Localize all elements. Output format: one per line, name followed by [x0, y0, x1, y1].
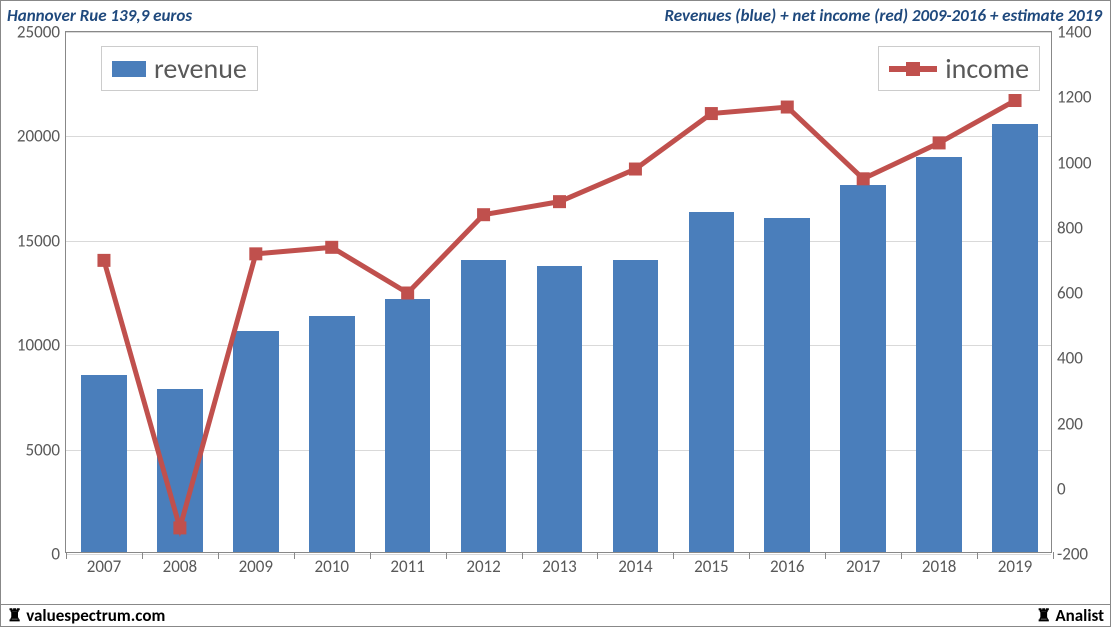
x-axis-tick: 2007: [87, 552, 121, 577]
y-axis-right-tick: 1200: [1051, 87, 1091, 108]
x-axis-tick: 2008: [163, 552, 197, 577]
footer-left: ♜ valuespectrum.com: [7, 605, 165, 626]
y-axis-left-tick: 25000: [17, 22, 66, 43]
footer-bar: ♜ valuespectrum.com ♜ Analist: [1, 604, 1110, 626]
y-axis-right-tick: 600: [1051, 283, 1083, 304]
x-axis-tick: 2018: [922, 552, 956, 577]
title-bar: Hannover Rue 139,9 euros Revenues (blue)…: [1, 1, 1110, 29]
x-axis-tick: 2014: [618, 552, 652, 577]
footer-right: ♜ Analist: [1036, 605, 1104, 626]
income-line-layer: [66, 32, 1053, 554]
rook-icon: ♜: [7, 607, 22, 624]
y-axis-right-tick: 800: [1051, 217, 1083, 238]
income-marker: [781, 101, 794, 114]
income-marker: [97, 254, 110, 267]
income-marker: [477, 208, 490, 221]
x-axis-tick: 2009: [239, 552, 273, 577]
legend-income: income: [878, 46, 1040, 91]
rook-icon: ♜: [1036, 607, 1051, 624]
y-axis-left-tick: 15000: [17, 230, 66, 251]
x-axis-tick: 2013: [542, 552, 576, 577]
income-line: [104, 101, 1015, 528]
x-axis-tick: 2010: [314, 552, 348, 577]
income-marker: [401, 287, 414, 300]
income-marker: [553, 195, 566, 208]
income-marker: [325, 241, 338, 254]
y-axis-left-tick: 20000: [17, 126, 66, 147]
income-marker: [629, 163, 642, 176]
y-axis-right-tick: 200: [1051, 413, 1083, 434]
x-axis-tick: 2016: [770, 552, 804, 577]
y-axis-left-tick: 10000: [17, 335, 66, 356]
income-marker: [1009, 94, 1022, 107]
legend-revenue-swatch: [112, 61, 146, 77]
y-axis-right-tick: 1000: [1051, 152, 1091, 173]
income-marker: [857, 172, 870, 185]
y-axis-right-tick: 400: [1051, 348, 1083, 369]
legend-revenue: revenue: [101, 46, 258, 91]
legend-income-label: income: [945, 51, 1029, 86]
footer-left-text: valuespectrum.com: [26, 605, 165, 626]
x-axis-tick: 2012: [466, 552, 500, 577]
x-axis-tick: 2019: [998, 552, 1032, 577]
legend-income-swatch: [889, 66, 937, 72]
y-axis-right-tick: -200: [1051, 544, 1088, 565]
x-axis-tick: 2011: [390, 552, 424, 577]
y-axis-left-tick: 0: [51, 544, 66, 565]
plot-area: 0500010000150002000025000-20002004006008…: [65, 31, 1052, 553]
x-axis-tick: 2017: [846, 552, 880, 577]
footer-right-text: Analist: [1055, 605, 1104, 626]
x-divider: [1053, 552, 1054, 559]
y-axis-right-tick: 0: [1051, 478, 1066, 499]
y-axis-right-tick: 1400: [1051, 22, 1091, 43]
chart-title-right: Revenues (blue) + net income (red) 2009-…: [664, 5, 1102, 26]
chart-container: Hannover Rue 139,9 euros Revenues (blue)…: [0, 0, 1111, 627]
income-marker: [933, 136, 946, 149]
income-marker: [705, 107, 718, 120]
legend-revenue-label: revenue: [154, 51, 247, 86]
income-marker: [173, 521, 186, 534]
income-marker: [249, 247, 262, 260]
y-axis-left-tick: 5000: [26, 439, 66, 460]
x-axis-tick: 2015: [694, 552, 728, 577]
